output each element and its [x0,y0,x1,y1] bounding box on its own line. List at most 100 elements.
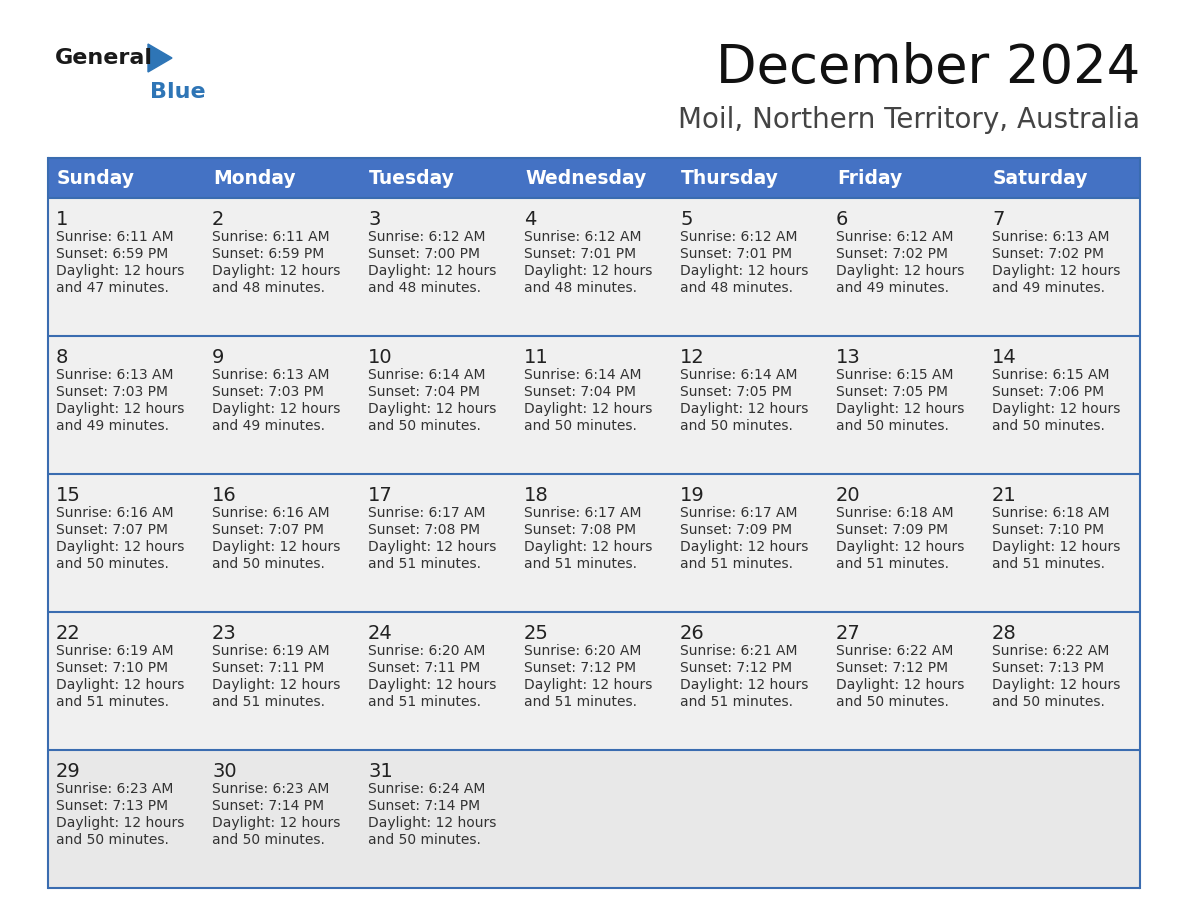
Text: Sunrise: 6:18 AM: Sunrise: 6:18 AM [836,506,954,520]
Text: 8: 8 [56,348,69,367]
Text: Sunset: 7:08 PM: Sunset: 7:08 PM [524,523,636,537]
Bar [360,158,516,198]
Bar [48,198,1140,336]
Bar [516,158,672,198]
Text: Daylight: 12 hours: Daylight: 12 hours [524,402,652,416]
Text: Sunrise: 6:24 AM: Sunrise: 6:24 AM [368,782,486,796]
Text: Sunset: 7:10 PM: Sunset: 7:10 PM [992,523,1104,537]
Text: and 50 minutes.: and 50 minutes. [524,419,637,433]
Text: and 50 minutes.: and 50 minutes. [211,833,324,847]
Text: 21: 21 [992,486,1017,505]
Text: 24: 24 [368,624,393,643]
Text: Daylight: 12 hours: Daylight: 12 hours [56,816,184,830]
Text: Sunset: 7:14 PM: Sunset: 7:14 PM [368,799,480,813]
Text: Sunset: 7:01 PM: Sunset: 7:01 PM [524,247,636,261]
Text: Daylight: 12 hours: Daylight: 12 hours [524,264,652,278]
Text: Sunrise: 6:17 AM: Sunrise: 6:17 AM [524,506,642,520]
Text: Thursday: Thursday [681,169,779,187]
Text: Sunset: 7:06 PM: Sunset: 7:06 PM [992,385,1104,399]
Text: and 50 minutes.: and 50 minutes. [368,833,481,847]
Text: Daylight: 12 hours: Daylight: 12 hours [992,540,1120,554]
Text: 30: 30 [211,762,236,781]
Text: 28: 28 [992,624,1017,643]
Text: Sunrise: 6:12 AM: Sunrise: 6:12 AM [524,230,642,244]
Text: Sunset: 7:05 PM: Sunset: 7:05 PM [836,385,948,399]
Text: and 51 minutes.: and 51 minutes. [368,695,481,709]
Text: Sunrise: 6:12 AM: Sunrise: 6:12 AM [368,230,486,244]
Text: Sunset: 7:07 PM: Sunset: 7:07 PM [211,523,324,537]
Text: Sunset: 7:09 PM: Sunset: 7:09 PM [836,523,948,537]
Text: Sunset: 7:12 PM: Sunset: 7:12 PM [836,661,948,675]
Text: Daylight: 12 hours: Daylight: 12 hours [368,540,497,554]
Text: Daylight: 12 hours: Daylight: 12 hours [680,540,808,554]
Text: Friday: Friday [838,169,902,187]
Text: 25: 25 [524,624,549,643]
Text: Sunset: 7:07 PM: Sunset: 7:07 PM [56,523,168,537]
Text: 5: 5 [680,210,693,229]
Text: Daylight: 12 hours: Daylight: 12 hours [211,402,341,416]
Text: Sunrise: 6:22 AM: Sunrise: 6:22 AM [992,644,1110,658]
Text: Sunrise: 6:16 AM: Sunrise: 6:16 AM [56,506,173,520]
Text: Sunday: Sunday [57,169,135,187]
Text: Sunset: 7:02 PM: Sunset: 7:02 PM [992,247,1104,261]
Text: Sunrise: 6:12 AM: Sunrise: 6:12 AM [836,230,954,244]
Text: 18: 18 [524,486,549,505]
Bar [48,612,1140,750]
Text: and 47 minutes.: and 47 minutes. [56,281,169,295]
Bar [48,158,204,198]
Text: Sunset: 7:03 PM: Sunset: 7:03 PM [56,385,168,399]
Text: Sunset: 6:59 PM: Sunset: 6:59 PM [56,247,169,261]
Bar [48,474,1140,612]
Text: Daylight: 12 hours: Daylight: 12 hours [992,402,1120,416]
Bar [48,750,1140,888]
Text: Sunrise: 6:13 AM: Sunrise: 6:13 AM [56,368,173,382]
Text: Daylight: 12 hours: Daylight: 12 hours [211,540,341,554]
Text: 29: 29 [56,762,81,781]
Text: Sunset: 7:11 PM: Sunset: 7:11 PM [368,661,480,675]
Text: Sunset: 7:05 PM: Sunset: 7:05 PM [680,385,792,399]
Text: Daylight: 12 hours: Daylight: 12 hours [836,264,965,278]
Text: Sunrise: 6:13 AM: Sunrise: 6:13 AM [211,368,329,382]
Text: Sunrise: 6:12 AM: Sunrise: 6:12 AM [680,230,797,244]
Text: Sunrise: 6:14 AM: Sunrise: 6:14 AM [368,368,486,382]
Text: Daylight: 12 hours: Daylight: 12 hours [992,678,1120,692]
Text: Daylight: 12 hours: Daylight: 12 hours [836,540,965,554]
Text: and 49 minutes.: and 49 minutes. [836,281,949,295]
Text: and 50 minutes.: and 50 minutes. [992,419,1105,433]
Text: Blue: Blue [150,82,206,102]
Text: Sunset: 7:09 PM: Sunset: 7:09 PM [680,523,792,537]
Text: and 48 minutes.: and 48 minutes. [680,281,794,295]
Text: and 50 minutes.: and 50 minutes. [836,419,949,433]
Text: 27: 27 [836,624,861,643]
Text: Sunset: 7:04 PM: Sunset: 7:04 PM [368,385,480,399]
Text: and 50 minutes.: and 50 minutes. [368,419,481,433]
Bar [984,158,1140,198]
Text: and 48 minutes.: and 48 minutes. [368,281,481,295]
Text: Moil, Northern Territory, Australia: Moil, Northern Territory, Australia [678,106,1140,134]
Text: Sunrise: 6:20 AM: Sunrise: 6:20 AM [368,644,486,658]
Text: 26: 26 [680,624,704,643]
Text: Sunrise: 6:21 AM: Sunrise: 6:21 AM [680,644,797,658]
Text: and 50 minutes.: and 50 minutes. [836,695,949,709]
Text: 14: 14 [992,348,1017,367]
Bar [672,158,828,198]
Text: and 48 minutes.: and 48 minutes. [211,281,326,295]
Text: 19: 19 [680,486,704,505]
Text: and 51 minutes.: and 51 minutes. [524,695,637,709]
Text: Daylight: 12 hours: Daylight: 12 hours [368,264,497,278]
Text: Daylight: 12 hours: Daylight: 12 hours [524,678,652,692]
Text: General: General [55,48,153,68]
Text: Sunrise: 6:20 AM: Sunrise: 6:20 AM [524,644,642,658]
Text: Daylight: 12 hours: Daylight: 12 hours [836,678,965,692]
Text: Sunrise: 6:17 AM: Sunrise: 6:17 AM [368,506,486,520]
Text: Sunset: 7:13 PM: Sunset: 7:13 PM [56,799,169,813]
Text: and 51 minutes.: and 51 minutes. [992,557,1105,571]
Text: Daylight: 12 hours: Daylight: 12 hours [680,264,808,278]
Text: Daylight: 12 hours: Daylight: 12 hours [56,402,184,416]
Text: 13: 13 [836,348,861,367]
Text: 4: 4 [524,210,536,229]
Text: Daylight: 12 hours: Daylight: 12 hours [56,540,184,554]
Text: Sunrise: 6:17 AM: Sunrise: 6:17 AM [680,506,797,520]
Text: 31: 31 [368,762,393,781]
Text: Sunset: 7:01 PM: Sunset: 7:01 PM [680,247,792,261]
